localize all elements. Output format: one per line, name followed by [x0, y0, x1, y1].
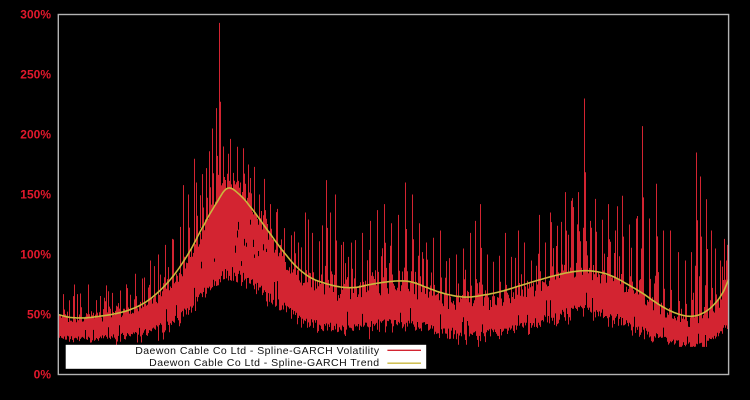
svg-text:0%: 0% [34, 368, 52, 382]
svg-text:50%: 50% [27, 308, 51, 322]
svg-text:100%: 100% [20, 248, 51, 262]
svg-text:200%: 200% [20, 128, 51, 142]
svg-text:Daewon Cable Co Ltd - Spline-G: Daewon Cable Co Ltd - Spline-GARCH Trend [149, 357, 379, 369]
svg-text:250%: 250% [20, 68, 51, 82]
svg-text:300%: 300% [20, 8, 51, 22]
svg-text:150%: 150% [20, 188, 51, 202]
svg-text:Daewon Cable Co Ltd - Spline-G: Daewon Cable Co Ltd - Spline-GARCH Volat… [135, 345, 380, 357]
